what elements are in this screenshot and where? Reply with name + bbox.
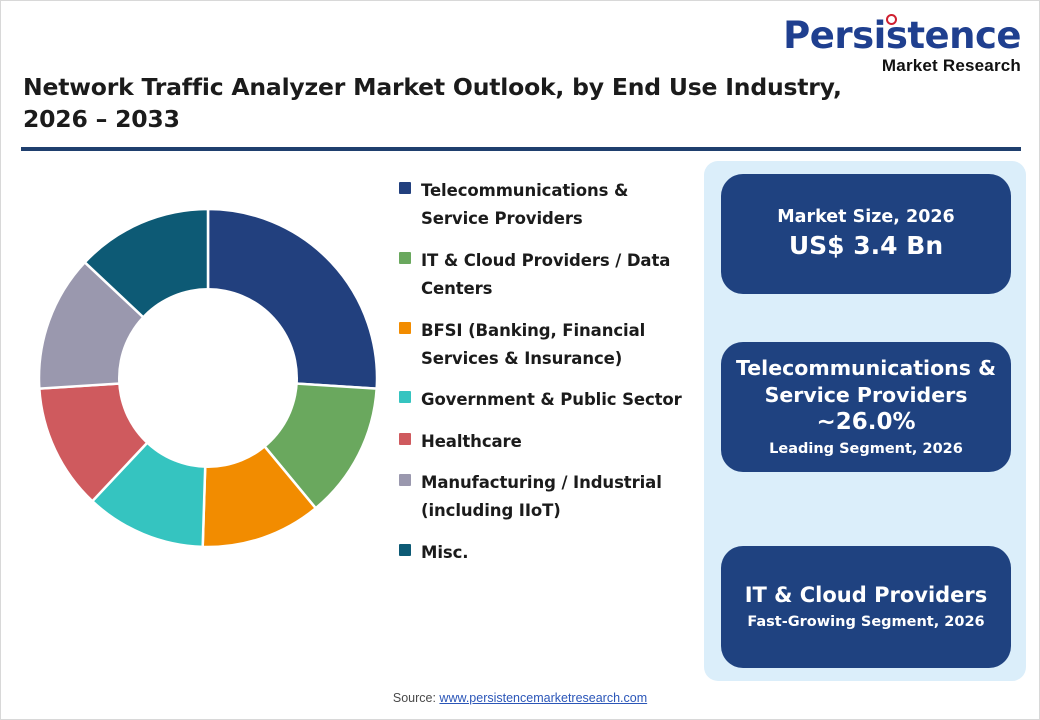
legend-item-label: Healthcare (421, 431, 522, 451)
legend-item[interactable]: BFSI (Banking, Financial Services & Insu… (399, 317, 699, 374)
leading-segment-note: Leading Segment, 2026 (769, 440, 963, 457)
legend-item-label: BFSI (Banking, Financial Services & Insu… (421, 320, 646, 368)
fast-growing-segment-note: Fast-Growing Segment, 2026 (747, 613, 985, 630)
source-line: Source: www.persistencemarketresearch.co… (1, 691, 1039, 705)
legend-swatch-icon (399, 543, 411, 556)
market-size-value: US$ 3.4 Bn (788, 230, 944, 260)
legend-item-label: IT & Cloud Providers / Data Centers (421, 250, 671, 299)
legend-item[interactable]: Government & Public Sector (399, 386, 699, 414)
logo-dot-icon (886, 14, 898, 25)
donut-chart (23, 193, 393, 563)
legend-item-label: Manufacturing / Industrial (including II… (421, 473, 662, 521)
brand-name: Persistence (783, 14, 1021, 57)
title-divider (21, 147, 1021, 151)
source-prefix: Source: (392, 691, 440, 705)
chart-legend: Telecommunications & Service Providers I… (399, 177, 699, 580)
stats-panel: Market Size, 2026 US$ 3.4 Bn Telecommuni… (704, 161, 1026, 681)
leading-segment-name: Telecommunications & Service Providers (736, 355, 996, 408)
legend-swatch-icon (399, 391, 411, 404)
legend-item-label: Government & Public Sector (421, 390, 682, 410)
brand-tagline: Market Research (881, 56, 1021, 75)
market-size-label: Market Size, 2026 (777, 206, 955, 227)
legend-item-label: Telecommunications & Service Providers (421, 181, 629, 229)
source-link[interactable]: www.persistencemarketresearch.com (439, 691, 648, 705)
legend-swatch-icon (399, 474, 411, 486)
brand-logo: Persistence Market Research (783, 14, 1021, 75)
legend-item-label: Misc. (421, 542, 469, 562)
fast-growing-segment-card: IT & Cloud Providers Fast-Growing Segmen… (721, 546, 1011, 668)
legend-item[interactable]: Healthcare (399, 428, 699, 456)
legend-swatch-icon (399, 182, 411, 194)
donut-hole (118, 288, 298, 468)
donut-chart-svg (37, 207, 379, 549)
fast-growing-segment-name: IT & Cloud Providers (744, 583, 988, 608)
legend-swatch-icon (399, 321, 411, 334)
legend-item[interactable]: Manufacturing / Industrial (including II… (399, 469, 699, 526)
legend-item[interactable]: IT & Cloud Providers / Data Centers (399, 247, 699, 304)
legend-item[interactable]: Telecommunications & Service Providers (399, 177, 699, 234)
legend-item[interactable]: Misc. (399, 539, 699, 567)
legend-swatch-icon (399, 432, 411, 445)
page-title: Network Traffic Analyzer Market Outlook,… (23, 73, 842, 134)
leading-segment-card: Telecommunications & Service Providers ~… (721, 342, 1011, 472)
leading-segment-share: ~26.0% (816, 409, 916, 436)
legend-swatch-icon (399, 251, 411, 264)
market-size-card: Market Size, 2026 US$ 3.4 Bn (721, 174, 1011, 294)
